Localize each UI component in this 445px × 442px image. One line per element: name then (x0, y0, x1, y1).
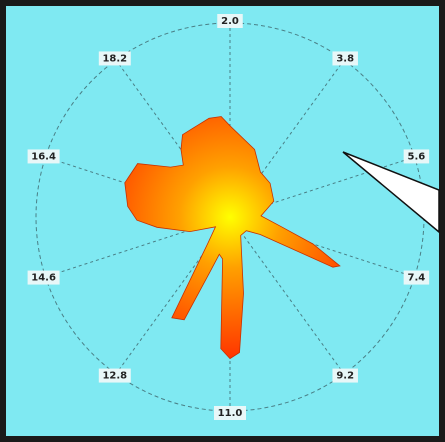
radial-gridline (229, 216, 345, 375)
direction-label: 14.6 (31, 273, 56, 284)
direction-label: 16.4 (31, 151, 56, 162)
direction-label: 9.2 (336, 371, 354, 382)
direction-label: 3.8 (336, 53, 354, 64)
direction-label: 2.0 (221, 16, 239, 27)
direction-label: 12.8 (102, 371, 127, 382)
direction-label: 11.0 (218, 408, 243, 419)
direction-label-bg (98, 51, 131, 66)
direction-label-bg (27, 270, 60, 285)
direction-label-bg (98, 368, 131, 383)
direction-label-bg (332, 368, 358, 383)
direction-label: 5.6 (408, 151, 426, 162)
direction-label-bg (27, 149, 60, 164)
wind-rose-area (124, 116, 341, 360)
callout-pointer (342, 151, 440, 234)
direction-label-bg (332, 51, 358, 66)
direction-label: 7.4 (408, 273, 426, 284)
direction-label-bg (403, 149, 430, 164)
direction-label-bg (403, 270, 430, 285)
direction-label: 18.2 (102, 53, 127, 64)
direction-label-bg (217, 14, 243, 28)
direction-label-bg (214, 406, 246, 420)
